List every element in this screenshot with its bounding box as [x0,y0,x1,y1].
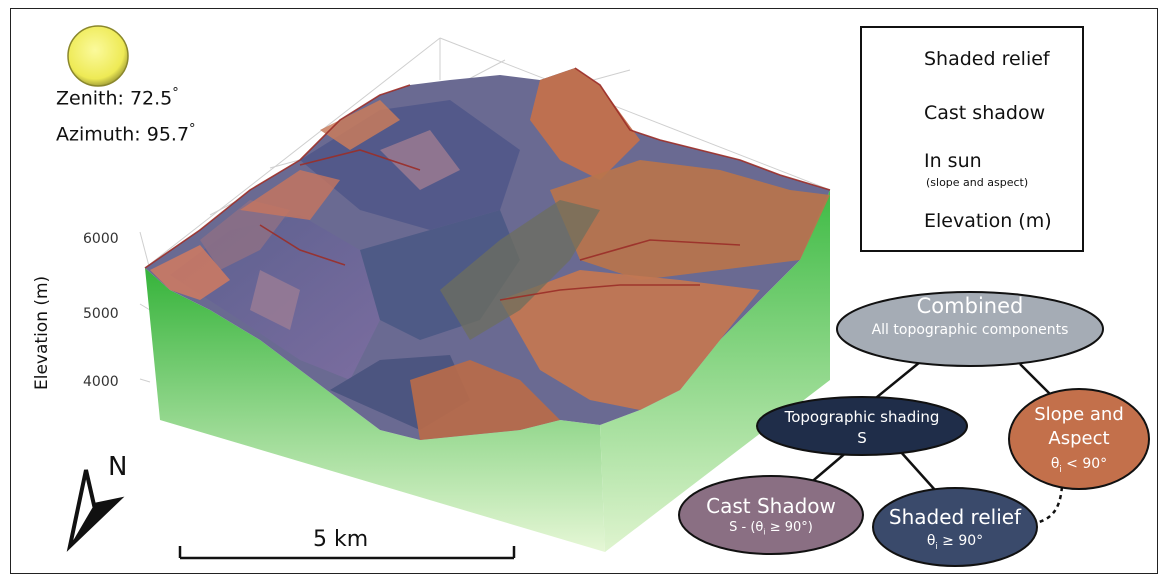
cast-condition: S - (θi ≥ 90°) [729,520,813,537]
figure-frame [10,8,1158,574]
legend-label-shaded-relief: Shaded relief [924,48,1050,70]
legend-label-in-sun: In sun [924,150,982,172]
legend-label-elevation: Elevation (m) [924,210,1052,232]
scale-bar [178,546,516,560]
tick-4000: 4000 [83,374,119,390]
shaded-condition: θi ≥ 90° [926,533,984,551]
legend-sub-in-sun: (slope and aspect) [926,176,1029,189]
ridge-lines [144,67,831,301]
node-shaded-relief [872,487,1038,567]
tick-5000: 5000 [83,306,119,322]
north-label: N [108,452,128,482]
terrain-side-front [145,268,605,552]
node-cast-shadow [678,475,864,555]
slope-line1: Slope and [1034,404,1124,425]
scale-label: 5 km [313,527,369,552]
topo-subtitle: S [857,429,867,447]
topo-title: Topographic shading [784,408,940,426]
node-topographic-shading [756,396,968,456]
azimuth-label: Azimuth: 95.7° [56,122,196,146]
elevation-axis-label: Elevation (m) [32,275,52,390]
node-combined [836,291,1104,367]
combined-title: Combined [916,294,1024,318]
legend: Shaded relief Cast shadow In sun (slope … [860,26,1084,252]
cast-title: Cast Shadow [706,494,836,518]
terrain-side-right [600,190,830,552]
north-arrow-icon [66,469,125,552]
node-slope-aspect [1008,388,1150,490]
slope-line2: Aspect [1048,428,1110,449]
tick-6000: 6000 [83,231,119,247]
zenith-label: Zenith: 72.5° [56,86,179,110]
sun-icon [67,25,129,87]
shaded-title: Shaded relief [888,505,1022,529]
slope-condition: θi < 90° [1050,456,1108,474]
combined-subtitle: All topographic components [871,322,1069,338]
legend-label-cast-shadow: Cast shadow [924,102,1046,124]
